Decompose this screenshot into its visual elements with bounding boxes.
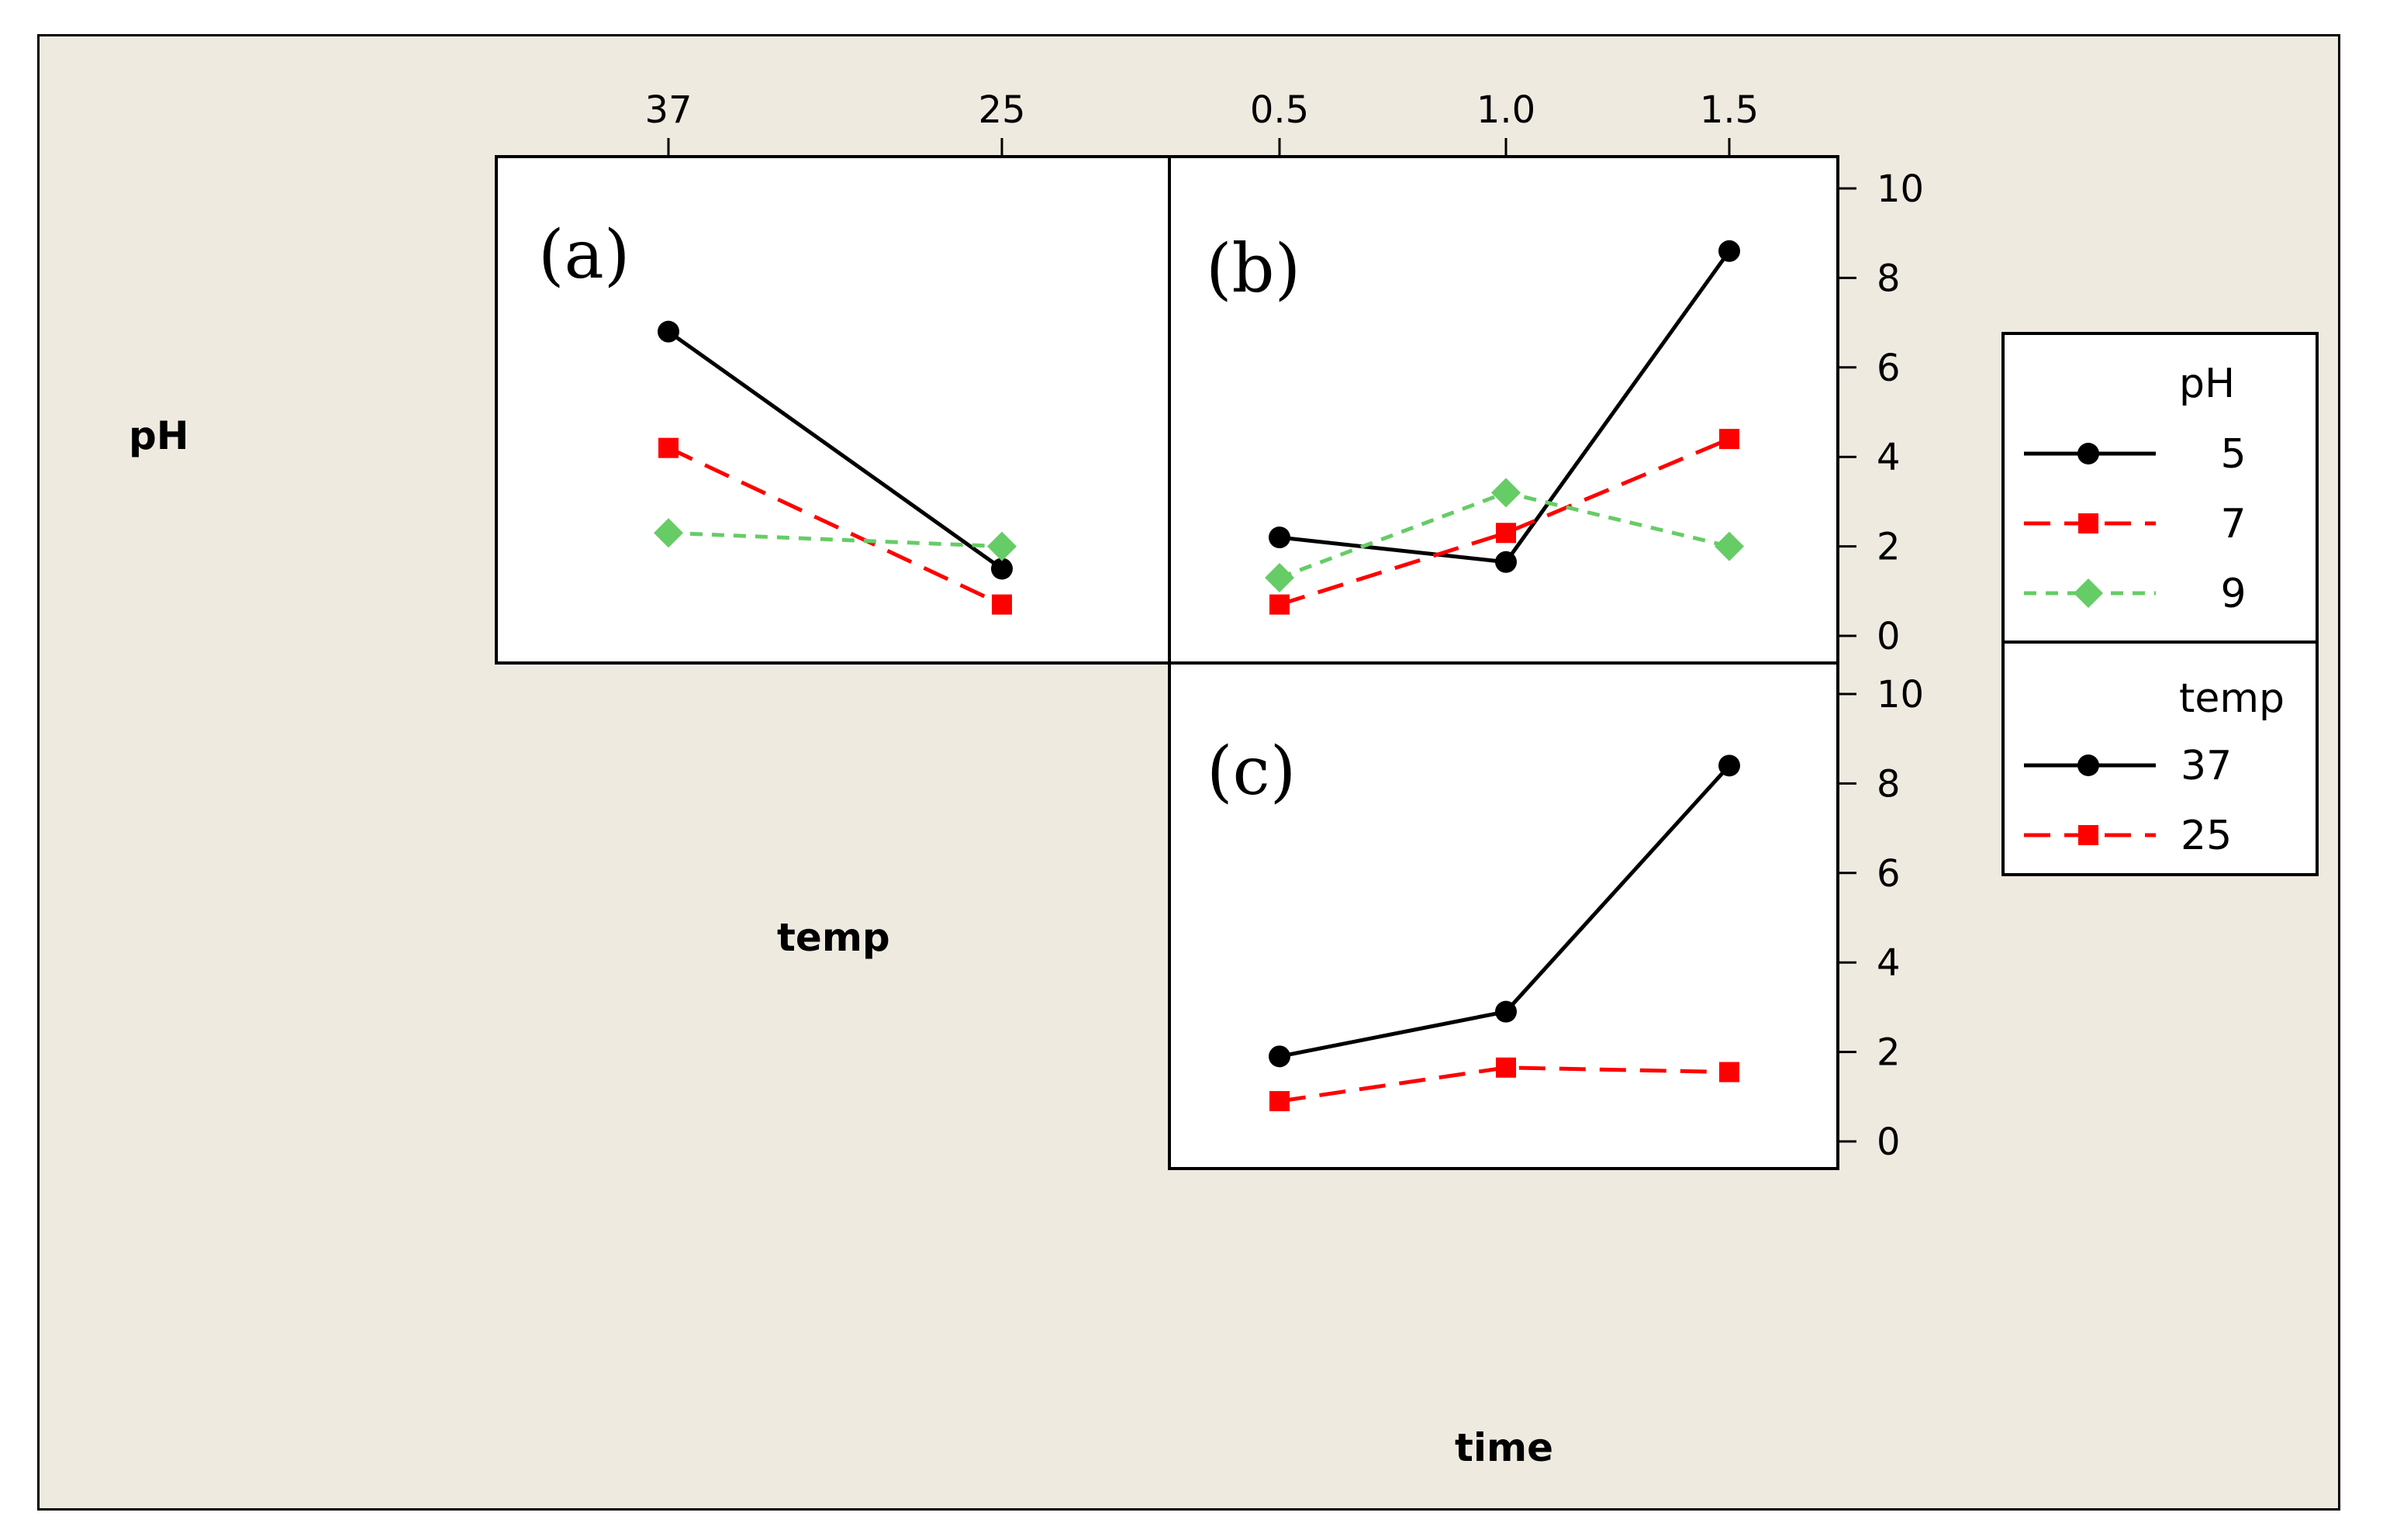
series-line [1279,1065,1730,1103]
y-tick-label: 4 [1877,436,1901,479]
y-tick-label: 0 [1877,1120,1901,1164]
x-tick-label: 37 [644,88,692,132]
x-tick-label: 1.0 [1476,88,1535,132]
legend-swatch-marker [2078,825,2098,845]
legend-swatch-marker [2074,578,2103,608]
data-point [1496,523,1516,544]
data-point [1496,1057,1516,1078]
data-point [1495,1000,1517,1023]
data-point [991,558,1013,580]
legend-entry-label: 7 [2220,501,2246,547]
panel-box [1168,661,1839,1170]
data-point [1718,240,1740,262]
legend-title-temp: temp [2179,675,2285,722]
y-tick-label: 10 [1877,673,1924,716]
data-point [658,437,679,458]
y-tick-label: 2 [1877,526,1901,569]
y-tick-label: 2 [1877,1031,1901,1075]
y-tick-label: 0 [1877,615,1901,658]
data-point [1269,594,1290,615]
panel-label: (a) [538,216,630,294]
legend-entry-label: 37 [2181,743,2232,789]
data-point [1719,429,1739,450]
x-tick-label: 0.5 [1250,88,1309,132]
row-label-ph: pH [129,413,189,458]
x-tick-label: 25 [978,88,1025,132]
x-tick-label: 1.5 [1700,88,1759,132]
data-point [1719,1062,1739,1082]
data-point [992,594,1012,615]
data-point [1265,562,1294,592]
legend-swatch-marker [2077,754,2099,776]
legend-title-ph: pH [2179,361,2235,407]
y-tick-label: 8 [1877,762,1901,806]
panel-label: (b) [1206,230,1300,308]
legend-swatch-marker [2077,443,2099,464]
data-point [1269,527,1290,549]
legend-entry-label: 25 [2181,813,2232,859]
data-point [654,518,683,548]
y-tick-label: 4 [1877,941,1901,985]
series-line [667,330,1003,571]
panel-box [495,155,1171,665]
legend-box [2001,332,2319,876]
y-tick-label: 8 [1877,257,1901,300]
data-point [1269,1091,1290,1112]
data-point [1269,1045,1290,1068]
column-label-temp: temp [777,915,890,960]
data-point [658,320,679,343]
data-point [1718,754,1740,777]
legend-swatch-marker [2078,513,2098,533]
data-point [1495,551,1517,573]
data-point [987,531,1017,561]
legend-entry-label: 5 [2220,431,2246,478]
legend-entry-label: 9 [2220,571,2246,617]
data-point [1491,478,1521,508]
series-line [668,530,1003,549]
y-tick-label: 10 [1877,167,1924,211]
data-point [1715,531,1744,561]
column-label-time: time [1455,1425,1554,1470]
series-line [667,446,1003,606]
panel-label: (c) [1207,733,1296,810]
y-tick-label: 6 [1877,347,1901,390]
y-tick-label: 6 [1877,852,1901,896]
